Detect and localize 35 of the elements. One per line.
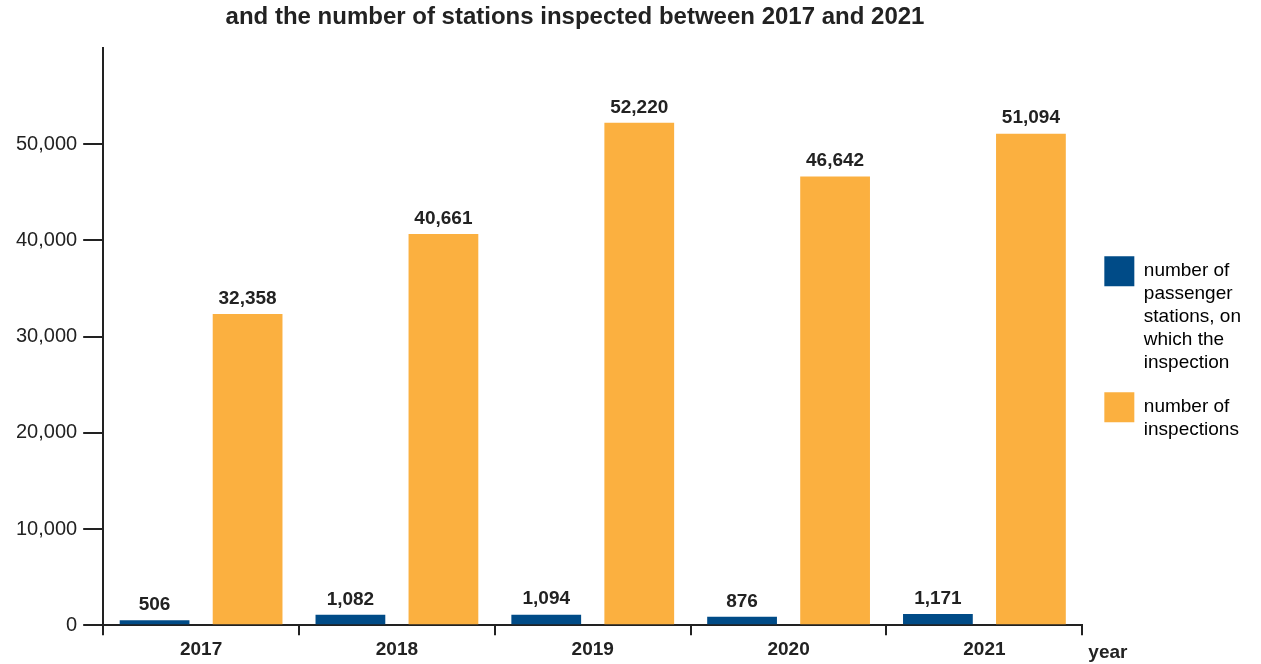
data-label: 1,082 — [326, 587, 375, 609]
bar — [212, 313, 283, 625]
y-tick-label: 30,000 — [16, 324, 78, 347]
y-tick-label: 20,000 — [16, 420, 78, 443]
data-label: 32,358 — [218, 286, 277, 308]
y-tick-label: 50,000 — [16, 131, 78, 154]
legend-label: number of inspections — [1143, 395, 1239, 440]
x-tick-label: 2019 — [571, 637, 614, 659]
bar — [800, 176, 870, 625]
y-tick-label: 0 — [66, 612, 78, 635]
bar — [996, 133, 1066, 625]
data-label: 52,220 — [610, 95, 669, 117]
data-label: 46,642 — [806, 149, 865, 171]
bar — [511, 614, 582, 625]
x-tick-label: 2020 — [767, 637, 810, 659]
x-axis-title: year — [1088, 640, 1129, 662]
y-tick-label: 10,000 — [16, 516, 78, 539]
data-label: 876 — [726, 589, 758, 611]
legend-label: number of passenger stations, on which the inspection — [1142, 259, 1241, 372]
data-label: 40,661 — [414, 206, 473, 228]
bar — [315, 614, 386, 625]
data-label: 1,094 — [522, 587, 571, 609]
bar — [707, 616, 777, 625]
data-label: 51,094 — [1001, 106, 1061, 128]
bar — [903, 613, 973, 625]
x-tick-label: 2018 — [375, 637, 419, 659]
y-tick-label: 40,000 — [16, 227, 78, 250]
x-tick-label: 2017 — [179, 637, 223, 659]
data-label: 1,171 — [914, 586, 963, 608]
bar — [408, 234, 479, 625]
data-label: 506 — [138, 593, 171, 615]
bar — [604, 122, 675, 625]
chart-title: and the number of stations inspected between 2017 and 2021 — [224, 2, 926, 30]
x-tick-label: 2021 — [963, 637, 1006, 659]
bar — [119, 620, 190, 625]
